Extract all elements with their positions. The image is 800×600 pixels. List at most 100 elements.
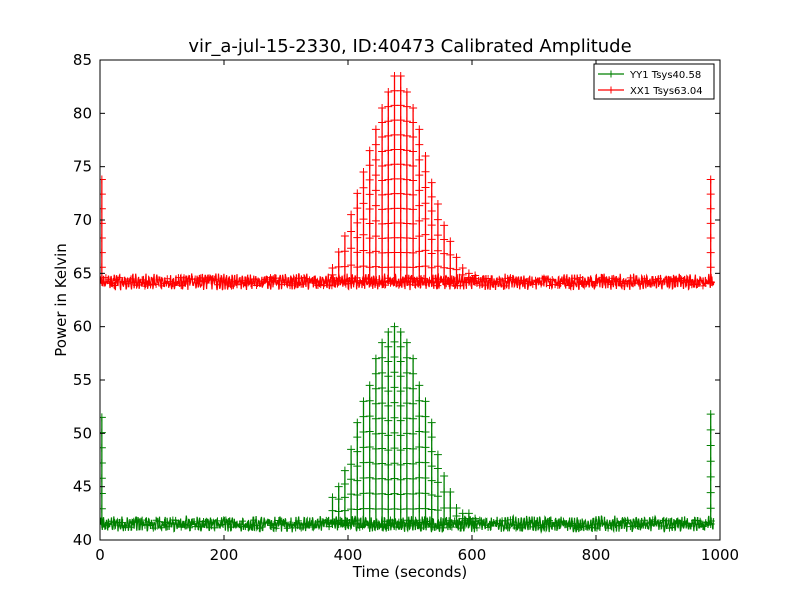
spike-marker (415, 201, 424, 210)
spike-marker (458, 264, 467, 272)
spike-marker (409, 161, 418, 170)
spike-marker (365, 263, 374, 272)
spike-marker (433, 246, 442, 255)
spike-marker (402, 161, 411, 170)
baseline-marker (501, 282, 509, 290)
spike-marker (446, 250, 455, 259)
spike-marker (384, 190, 393, 199)
spike-marker (396, 387, 405, 396)
spike-marker (396, 401, 405, 410)
spike-marker (100, 459, 106, 468)
spike-marker (402, 88, 411, 96)
spike-marker (409, 147, 418, 156)
spike-marker (384, 372, 393, 381)
spike-marker (458, 270, 467, 279)
spike-marker (402, 414, 411, 423)
baseline-marker (283, 524, 291, 532)
y-tick-label: 60 (73, 318, 92, 336)
spike-marker (390, 368, 399, 377)
baseline-marker (105, 275, 113, 283)
spike-marker (396, 189, 405, 198)
baseline-marker (615, 522, 623, 530)
x-tick-label: 400 (334, 546, 363, 564)
spike-marker (100, 443, 106, 452)
spike-marker (378, 176, 387, 185)
spike-marker (365, 204, 374, 213)
spike-marker (384, 475, 393, 484)
baseline-marker (389, 519, 397, 527)
baseline-marker (100, 279, 107, 287)
spike-marker (371, 384, 380, 393)
spike-marker (396, 145, 405, 154)
baseline-marker (663, 517, 671, 525)
spike-marker (706, 520, 715, 528)
spike-marker (396, 328, 405, 336)
baseline-marker (599, 274, 607, 282)
baseline-marker (135, 281, 143, 289)
baseline-marker (286, 282, 294, 290)
spike-marker (706, 190, 715, 199)
baseline-marker (484, 274, 492, 282)
spike-marker (353, 189, 362, 198)
baseline-marker (320, 282, 328, 290)
spike-marker (409, 429, 418, 438)
baseline-marker (456, 524, 464, 532)
spike-marker (359, 230, 368, 239)
legend-entry-label: XX1 Tsys63.04 (630, 86, 703, 97)
spike-marker (378, 399, 387, 408)
spike-marker (415, 140, 424, 149)
baseline-marker (526, 519, 534, 527)
spike-marker (409, 176, 418, 185)
baseline-marker (479, 275, 487, 283)
baseline-marker (453, 519, 461, 527)
spike-marker (365, 489, 374, 498)
baseline-marker (498, 277, 506, 285)
spike-marker (334, 507, 343, 516)
spike-marker (421, 504, 430, 513)
spike-marker (433, 262, 442, 271)
baseline-marker (155, 518, 163, 526)
baseline-marker (626, 274, 634, 282)
spike-marker (100, 520, 106, 528)
spike-marker (706, 425, 715, 434)
x-axis-label: Time (seconds) (352, 563, 468, 581)
spike-marker (396, 342, 405, 351)
spike-marker (378, 489, 387, 498)
spike-marker (427, 491, 436, 500)
baseline-marker (590, 520, 598, 528)
x-tick-label: 0 (95, 546, 105, 564)
spike-marker (390, 413, 399, 422)
spike-marker (371, 125, 380, 134)
spike-marker (409, 444, 418, 453)
spike-marker (347, 227, 356, 236)
baseline-marker (487, 522, 495, 530)
spike-marker (427, 249, 436, 258)
spike-marker (396, 431, 405, 440)
spike-marker (100, 413, 106, 422)
y-tick-label: 55 (73, 371, 92, 389)
baseline-marker (149, 524, 157, 532)
spike-marker (433, 231, 442, 240)
spike-marker (421, 458, 430, 467)
spike-marker (415, 412, 424, 421)
spike-marker (427, 221, 436, 230)
legend-swatch-marker (607, 86, 615, 94)
baseline-marker (197, 274, 205, 282)
baseline-marker (213, 281, 221, 289)
spike-marker (100, 277, 106, 286)
spike-marker (415, 396, 424, 405)
spike-marker (384, 146, 393, 155)
spike-marker (396, 174, 405, 183)
series-0 (100, 322, 715, 535)
baseline-marker (119, 519, 127, 527)
spike-marker (384, 131, 393, 140)
spike-marker (347, 445, 356, 454)
spike-marker (402, 102, 411, 111)
y-tick-label: 65 (73, 264, 92, 282)
spike-marker (409, 459, 418, 468)
baseline-marker (177, 282, 185, 290)
baseline-marker (632, 518, 640, 526)
spike-marker (409, 248, 418, 257)
spike-marker (347, 460, 356, 469)
spike-marker (446, 488, 455, 496)
